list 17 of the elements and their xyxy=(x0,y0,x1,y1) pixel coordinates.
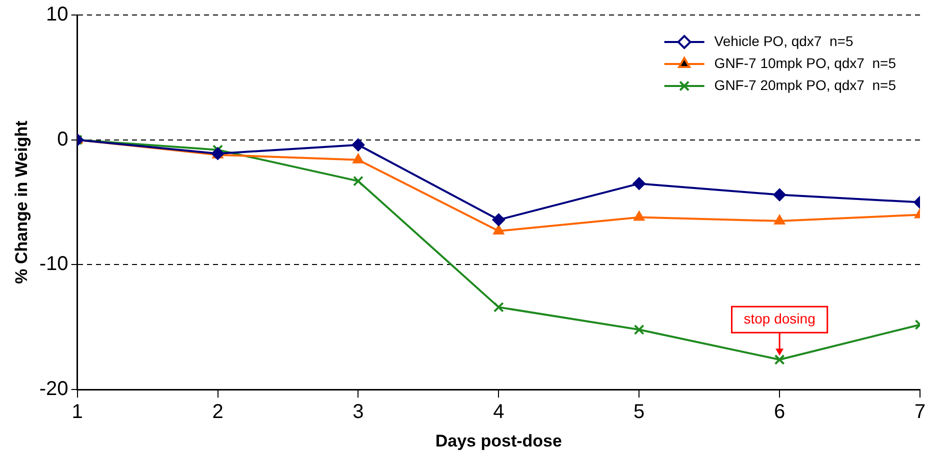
legend-label: Vehicle PO, qdx7 n=5 xyxy=(714,32,854,49)
x-tick-label: 7 xyxy=(914,401,926,424)
x-tick-label: 6 xyxy=(774,401,786,424)
x-tick-label: 3 xyxy=(352,401,364,424)
legend-label: GNF-7 20mpk PO, qdx7 n=5 xyxy=(714,76,896,93)
y-axis-title: % Change in Weight xyxy=(12,120,31,284)
x-tick-label: 1 xyxy=(72,401,83,424)
x-tick-label: 4 xyxy=(493,401,504,424)
x-tick-label: 2 xyxy=(212,401,224,424)
y-tick-label: -20 xyxy=(39,378,68,400)
x-axis-title: Days post-dose xyxy=(435,431,562,450)
annotation: stop dosing xyxy=(744,310,816,326)
y-tick-label: -10 xyxy=(39,253,68,276)
legend-label: GNF-7 10mpk PO, qdx7 n=5 xyxy=(714,54,896,71)
x-tick-label: 5 xyxy=(634,401,645,424)
y-tick-label: 10 xyxy=(46,4,68,26)
y-tick-label: 0 xyxy=(57,128,68,150)
